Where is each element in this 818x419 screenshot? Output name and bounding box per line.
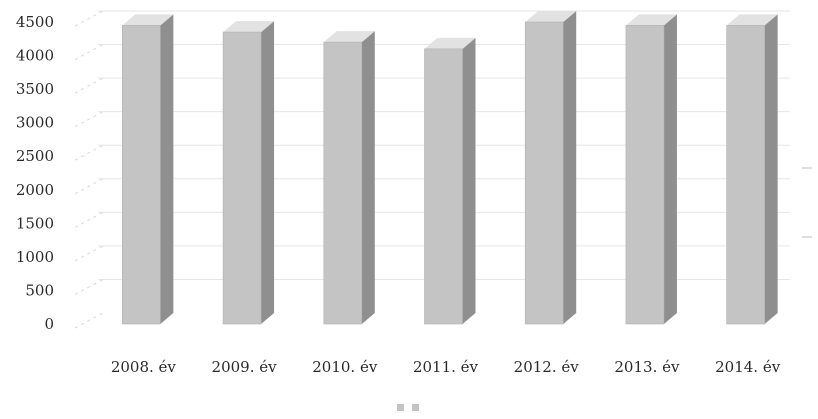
bar: [524, 11, 577, 325]
x-category-label: 2014. év: [715, 358, 781, 376]
bar-front: [122, 25, 161, 325]
y-tick-label: 4500: [16, 13, 54, 31]
bar: [726, 14, 778, 325]
bar-front: [524, 21, 564, 325]
depth-guide: [74, 178, 104, 195]
bar-side: [563, 11, 577, 324]
depth-guide: [74, 312, 104, 329]
bar-front: [222, 31, 262, 325]
depth-guides: [74, 10, 812, 329]
bar-side: [361, 31, 375, 325]
y-tick-label: 1500: [16, 214, 54, 232]
depth-guide: [74, 111, 104, 128]
x-category-label: 2009. év: [212, 358, 278, 376]
bar-top: [625, 14, 677, 26]
depth-guide: [74, 279, 104, 295]
bar-top: [726, 14, 778, 26]
bar: [222, 21, 275, 325]
depth-guide: [74, 77, 104, 94]
x-axis-category-labels: 2008. év 2009. év 2010. év 2011. év 2012. év…: [111, 358, 781, 376]
y-tick-label: 500: [25, 281, 54, 299]
bar-top: [323, 31, 375, 43]
bar-front: [323, 41, 363, 325]
bar-front: [625, 25, 665, 325]
bar: [625, 14, 677, 325]
bars: [122, 11, 778, 325]
depth-guide: [74, 44, 104, 60]
legend: [397, 404, 419, 411]
bar-top: [424, 37, 476, 49]
bar-front: [726, 25, 765, 325]
x-category-label: 2010. év: [312, 358, 378, 376]
bar-front: [424, 48, 463, 325]
bar-side: [261, 21, 275, 324]
depth-guide: [74, 211, 104, 228]
y-tick-label: 3500: [16, 80, 54, 98]
bar-top: [223, 21, 275, 33]
y-tick-label: 1000: [16, 248, 54, 266]
x-category-label: 2011. év: [413, 358, 479, 376]
bar: [323, 31, 375, 325]
y-axis-tick-labels: 0 500 1000 1500 2000 2500 3000 3500 4000 4500: [16, 13, 54, 333]
legend-swatch-1: [397, 404, 404, 411]
y-tick-label: 0: [44, 315, 54, 333]
y-tick-label: 4000: [16, 47, 54, 65]
y-tick-label: 2000: [16, 181, 54, 199]
depth-guide: [74, 144, 104, 161]
bar-side: [764, 14, 778, 324]
bar: [122, 14, 174, 325]
depth-guide: [74, 245, 104, 262]
y-tick-label: 2500: [16, 147, 54, 165]
x-category-label: 2012. év: [514, 358, 580, 376]
y-tick-label: 3000: [16, 114, 54, 132]
legend-swatch-2: [412, 404, 419, 411]
bar-side: [462, 37, 476, 324]
bar-side: [160, 14, 174, 324]
bar: [424, 37, 476, 325]
x-category-label: 2008. év: [111, 358, 177, 376]
bar-top: [525, 11, 577, 22]
x-category-label: 2013. év: [614, 358, 680, 376]
depth-guide: [74, 10, 104, 27]
bar-side: [663, 14, 677, 324]
bar-top: [122, 14, 174, 26]
